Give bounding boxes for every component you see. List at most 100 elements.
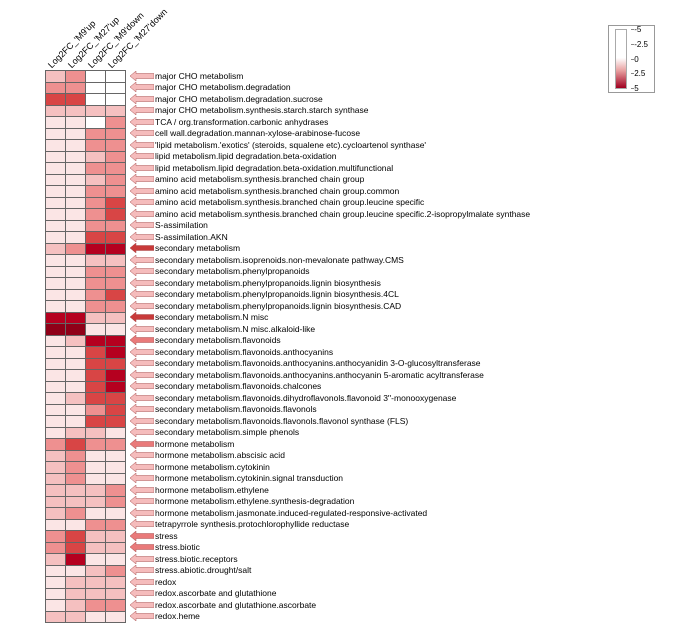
legend-tick-min: -5 — [634, 25, 641, 34]
row-label: secondary metabolism.phenylpropanoids.li… — [155, 301, 401, 311]
row-label: major CHO metabolism.synthesis.starch.st… — [155, 105, 369, 115]
arrow-icon — [130, 462, 154, 472]
arrow-icon — [130, 611, 154, 621]
row-label-line: secondary metabolism.isoprenoids.non-mev… — [45, 254, 530, 266]
arrow-icon — [130, 266, 154, 276]
arrow-icon — [130, 358, 154, 368]
row-label: hormone metabolism — [155, 439, 234, 449]
arrow-icon — [130, 289, 154, 299]
arrow-icon — [130, 243, 154, 253]
row-labels-container: major CHO metabolismmajor CHO metabolism… — [45, 70, 530, 622]
row-label-line: stress.abiotic.drought/salt — [45, 565, 530, 577]
arrow-icon — [130, 473, 154, 483]
row-label: cell wall.degradation.mannan-xylose-arab… — [155, 128, 360, 138]
legend-ticks: -5 -2.5 0 2.5 5 — [631, 29, 648, 89]
row-label-line: S-assimilation.AKN — [45, 231, 530, 243]
row-label-line: secondary metabolism.flavonoids.anthocya… — [45, 358, 530, 370]
row-label-line: secondary metabolism.flavonoids.anthocya… — [45, 346, 530, 358]
row-label-line: major CHO metabolism.degradation — [45, 82, 530, 94]
row-label-line: lipid metabolism.lipid degradation.beta-… — [45, 151, 530, 163]
arrow-icon — [130, 542, 154, 552]
row-label: secondary metabolism.flavonoids.flavonol… — [155, 404, 317, 414]
row-label-line: secondary metabolism.flavonoids.dihydrof… — [45, 392, 530, 404]
legend-tick-max: 5 — [634, 84, 638, 93]
row-label: redox.heme — [155, 611, 200, 621]
arrow-icon — [130, 577, 154, 587]
row-label-line: secondary metabolism.flavonoids.chalcone… — [45, 381, 530, 393]
arrow-icon — [130, 508, 154, 518]
arrow-icon — [130, 416, 154, 426]
arrow-icon — [130, 94, 154, 104]
row-label: stress — [155, 531, 178, 541]
arrow-icon — [130, 347, 154, 357]
row-label-line: secondary metabolism.phenylpropanoids.li… — [45, 300, 530, 312]
row-label: stress.biotic.receptors — [155, 554, 238, 564]
legend-tick-mid1: -2.5 — [634, 40, 648, 49]
arrow-icon — [130, 450, 154, 460]
row-label-line: amino acid metabolism.synthesis.branched… — [45, 197, 530, 209]
row-label: secondary metabolism.simple phenols — [155, 427, 299, 437]
arrow-icon — [130, 381, 154, 391]
row-label: stress.abiotic.drought/salt — [155, 565, 251, 575]
row-label-line: tetrapyrrole synthesis.protochlorophylli… — [45, 519, 530, 531]
row-label: secondary metabolism.flavonoids.anthocya… — [155, 347, 333, 357]
color-legend: -5 -2.5 0 2.5 5 — [608, 25, 655, 93]
row-label-line: redox.ascorbate and glutathione.ascorbat… — [45, 599, 530, 611]
row-label: 'lipid metabolism.'exotics' (steroids, s… — [155, 140, 426, 150]
arrow-icon — [130, 312, 154, 322]
row-label: secondary metabolism.flavonoids.chalcone… — [155, 381, 321, 391]
row-label: tetrapyrrole synthesis.protochlorophylli… — [155, 519, 349, 529]
row-label: major CHO metabolism — [155, 71, 243, 81]
row-label-line: secondary metabolism.flavonoids.anthocya… — [45, 369, 530, 381]
arrow-icon — [130, 255, 154, 265]
row-label-line: major CHO metabolism — [45, 70, 530, 82]
row-label-line: hormone metabolism.abscisic acid — [45, 450, 530, 462]
row-label: hormone metabolism.cytokinin.signal tran… — [155, 473, 343, 483]
row-label: secondary metabolism.phenylpropanoids.li… — [155, 278, 381, 288]
row-label: redox.ascorbate and glutathione.ascorbat… — [155, 600, 316, 610]
row-label: hormone metabolism.abscisic acid — [155, 450, 285, 460]
row-label-line: hormone metabolism.jasmonate.induced-reg… — [45, 507, 530, 519]
arrow-icon — [130, 278, 154, 288]
legend-tick-mid: 0 — [634, 55, 638, 64]
row-label: lipid metabolism.lipid degradation.beta-… — [155, 151, 336, 161]
row-label-line: S-assimilation — [45, 220, 530, 232]
row-label-line: major CHO metabolism.synthesis.starch.st… — [45, 105, 530, 117]
row-label: stress.biotic — [155, 542, 200, 552]
arrow-icon — [130, 485, 154, 495]
row-label: redox.ascorbate and glutathione — [155, 588, 276, 598]
arrow-icon — [130, 565, 154, 575]
arrow-icon — [130, 140, 154, 150]
row-label: amino acid metabolism.synthesis.branched… — [155, 174, 364, 184]
row-label: secondary metabolism.isoprenoids.non-mev… — [155, 255, 404, 265]
arrow-icon — [130, 151, 154, 161]
row-label-line: hormone metabolism — [45, 438, 530, 450]
row-label: amino acid metabolism.synthesis.branched… — [155, 197, 424, 207]
row-label-line: hormone metabolism.cytokinin — [45, 461, 530, 473]
row-label: amino acid metabolism.synthesis.branched… — [155, 186, 399, 196]
arrow-icon — [130, 209, 154, 219]
row-label: hormone metabolism.jasmonate.induced-reg… — [155, 508, 427, 518]
arrow-icon — [130, 197, 154, 207]
row-label: secondary metabolism.N misc — [155, 312, 268, 322]
arrow-icon — [130, 174, 154, 184]
arrow-icon — [130, 531, 154, 541]
arrow-icon — [130, 163, 154, 173]
row-label-line: lipid metabolism.lipid degradation.beta-… — [45, 162, 530, 174]
row-label: secondary metabolism.N misc.alkaloid-lik… — [155, 324, 315, 334]
row-label-line: cell wall.degradation.mannan-xylose-arab… — [45, 128, 530, 140]
row-label-line: amino acid metabolism.synthesis.branched… — [45, 208, 530, 220]
legend-tick-mid2: 2.5 — [634, 69, 645, 78]
arrow-icon — [130, 600, 154, 610]
arrow-icon — [130, 117, 154, 127]
row-label: major CHO metabolism.degradation.sucrose — [155, 94, 323, 104]
row-label: secondary metabolism.flavonoids.anthocya… — [155, 370, 484, 380]
arrow-icon — [130, 370, 154, 380]
row-label-line: secondary metabolism.flavonoids.flavonol… — [45, 404, 530, 416]
row-label: major CHO metabolism.degradation — [155, 82, 291, 92]
arrow-icon — [130, 427, 154, 437]
row-label-line: secondary metabolism — [45, 243, 530, 255]
arrow-icon — [130, 128, 154, 138]
arrow-icon — [130, 393, 154, 403]
arrow-icon — [130, 232, 154, 242]
